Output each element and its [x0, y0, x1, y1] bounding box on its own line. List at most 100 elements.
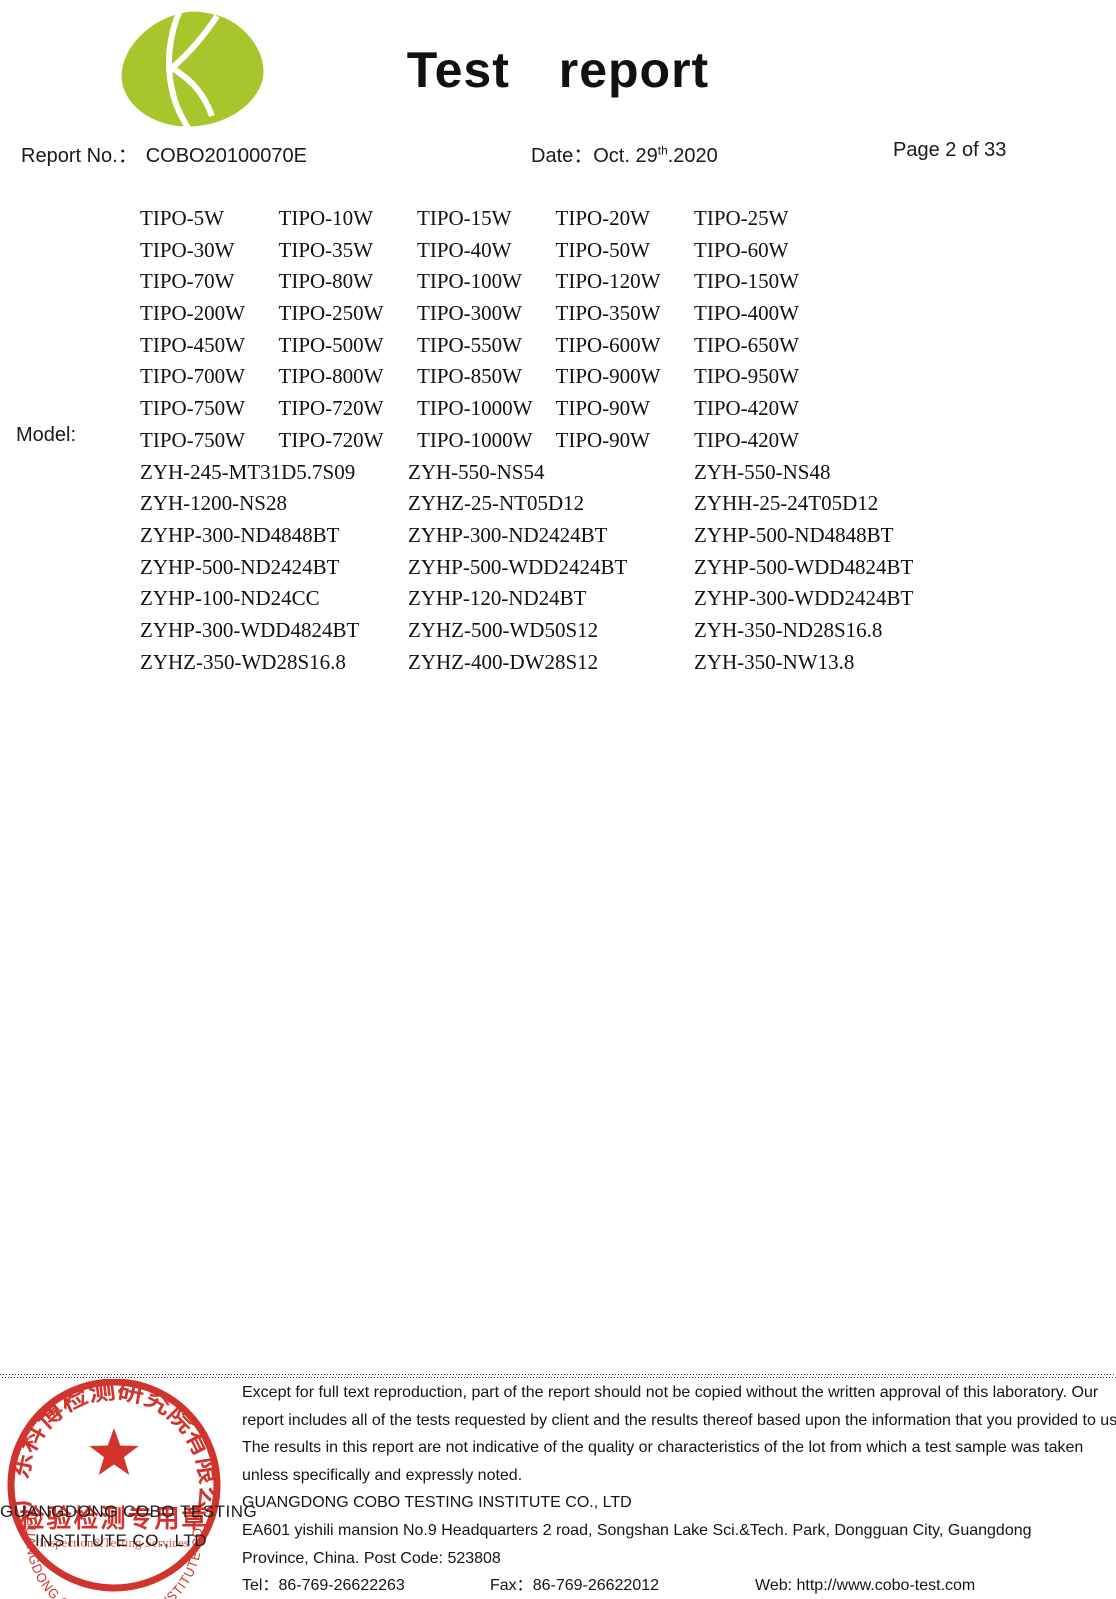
model-row: ZYHP-500-ND2424BT ZYHP-500-WDD2424BT ZYHP-… [140, 552, 913, 584]
seal-star-icon [89, 1428, 139, 1475]
disclaimer-line: report includes all of the tests request… [242, 1411, 1116, 1429]
model-cell: TIPO-40W [417, 237, 512, 262]
lab-name-overlay: GUANGDONG COBO TESTING INSTITUTE CO., LT… [0, 1497, 258, 1555]
telephone: Tel：86-769-26622263 [242, 1577, 405, 1595]
date-ordinal: th [657, 143, 668, 158]
model-cell: TIPO-90W [555, 396, 650, 421]
model-cell: TIPO-500W [278, 332, 384, 357]
model-cell: ZYH-350-NW13.8 [694, 649, 855, 674]
model-cell: TIPO-1000W [417, 396, 533, 421]
date-year: .2020 [667, 145, 718, 167]
footer-divider [0, 1374, 1116, 1378]
model-cell: TIPO-720W [278, 396, 384, 421]
model-cell: TIPO-900W [555, 364, 661, 389]
model-cell: TIPO-5W [140, 206, 224, 230]
model-cell: TIPO-420W [694, 396, 799, 421]
model-row: ZYH-245-MT31D5.7S09 ZYH-550-NS54 ZYH-550-N… [140, 457, 913, 489]
model-row: TIPO-70W TIPO-80W TIPO-100W TIPO-120W TIPO-1… [140, 266, 913, 298]
model-cell: TIPO-200W [140, 301, 245, 326]
model-list: TIPO-5W TIPO-10W TIPO-15W TIPO-20W TIPO-25W T… [140, 203, 913, 678]
model-cell: TIPO-50W [555, 237, 650, 262]
model-cell: TIPO-600W [555, 332, 661, 357]
report-date: Date：Oct. 29th.2020 [531, 139, 718, 168]
company-address-line1: EA601 yishili mansion No.9 Headquarters … [242, 1521, 1032, 1539]
model-cell: TIPO-800W [278, 364, 384, 389]
model-cell: TIPO-25W [694, 206, 789, 230]
model-cell: TIPO-350W [555, 301, 661, 326]
report-number-label: Report No.： [21, 145, 138, 167]
model-cell: TIPO-720W [278, 427, 384, 452]
model-cell: TIPO-80W [278, 269, 373, 294]
model-cell: ZYHP-100-ND24CC [140, 586, 320, 611]
model-cell: TIPO-400W [694, 301, 799, 326]
website: Web: http://www.cobo-test.com [755, 1577, 976, 1595]
model-cell: TIPO-60W [694, 237, 789, 262]
fax: Fax：86-769-26622012 [490, 1577, 660, 1595]
model-cell: TIPO-700W [140, 364, 245, 389]
model-cell: ZYHZ-500-WD50S12 [408, 617, 599, 642]
model-cell: TIPO-650W [694, 332, 799, 357]
model-cell: ZYHP-300-ND2424BT [408, 522, 608, 547]
company-seal-stamp: 广东科博检测研究院有限公司 检验检测专用章 Inspection&Testing… [2, 1379, 221, 1599]
model-cell: TIPO-750W [140, 427, 245, 452]
model-cell: TIPO-15W [417, 206, 512, 230]
page-indicator: Page 2 of 33 [893, 139, 1007, 161]
model-cell: TIPO-70W [140, 269, 235, 294]
model-row: ZYHP-300-ND4848BT ZYHP-300-ND2424BT ZYHP-5… [140, 520, 913, 552]
footer-text-block: Except for full text reproduction, part … [242, 1379, 1116, 1599]
model-cell: TIPO-550W [417, 332, 522, 357]
model-cell: ZYHP-300-ND4848BT [140, 522, 340, 547]
model-cell: TIPO-150W [694, 269, 799, 294]
model-cell: ZYHZ-25-NT05D12 [408, 491, 585, 516]
model-cell: TIPO-100W [417, 269, 522, 294]
company-address-line2: Province, China. Post Code: 523808 [242, 1549, 501, 1567]
model-cell: ZYHZ-400-DW28S12 [408, 649, 599, 674]
model-cell: ZYHP-500-ND4848BT [694, 522, 894, 547]
company-name: GUANGDONG COBO TESTING INSTITUTE CO., LT… [242, 1494, 632, 1512]
tipo-model-grid: TIPO-5W TIPO-10W TIPO-15W TIPO-20W TIPO-25W T… [140, 203, 913, 457]
model-cell: ZYHP-500-ND2424BT [140, 554, 340, 579]
model-cell: ZYHH-25-24T05D12 [694, 491, 879, 516]
date-label: Date： [531, 145, 594, 167]
model-cell: ZYHZ-350-WD28S16.8 [140, 649, 346, 674]
header-meta-row: Report No.： COBO20100070E Date：Oct. 29th.… [0, 139, 1116, 169]
model-row: TIPO-30W TIPO-35W TIPO-40W TIPO-50W TIPO-60W [140, 235, 913, 267]
model-field-label: Model: [16, 424, 77, 446]
model-row: TIPO-5W TIPO-10W TIPO-15W TIPO-20W TIPO-25W [140, 203, 913, 235]
model-cell: TIPO-750W [140, 396, 245, 421]
model-row: TIPO-750W TIPO-720W TIPO-1000W TIPO-90W TIPO… [140, 393, 913, 425]
date-day: Oct. 29 [593, 145, 658, 167]
model-cell: TIPO-450W [140, 332, 245, 357]
lab-name-line1: GUANGDONG COBO TESTING [0, 1502, 258, 1521]
model-cell: ZYH-245-MT31D5.7S09 [140, 459, 356, 484]
zyh-model-grid: ZYH-245-MT31D5.7S09 ZYH-550-NS54 ZYH-550-N… [140, 457, 913, 679]
disclaimer-line: Except for full text reproduction, part … [242, 1384, 1099, 1401]
model-cell: TIPO-35W [278, 237, 373, 262]
model-cell: TIPO-250W [278, 301, 384, 326]
model-cell: TIPO-850W [417, 364, 522, 389]
page-title: Test report [406, 42, 710, 98]
model-cell: TIPO-10W [278, 206, 373, 230]
seal-services-text: Inspection&Testing Services [39, 1535, 189, 1550]
seal-title-cn: 检验检测专用章 [19, 1504, 208, 1533]
model-cell: TIPO-950W [694, 364, 799, 389]
cobo-leaf-logo-icon [121, 10, 264, 128]
model-cell: ZYH-350-ND28S16.8 [694, 617, 883, 642]
model-row: ZYHZ-350-WD28S16.8 ZYHZ-400-DW28S12 ZYH-35… [140, 647, 913, 679]
model-row: ZYHP-300-WDD4824BT ZYHZ-500-WD50S12 ZYH-35… [140, 615, 913, 647]
seal-ring [7, 1379, 221, 1592]
model-cell: TIPO-20W [555, 206, 650, 230]
model-cell: ZYHP-300-WDD4824BT [140, 617, 360, 642]
report-number: Report No.： COBO20100070E [21, 139, 307, 168]
model-cell: TIPO-30W [140, 237, 235, 262]
model-row: TIPO-200W TIPO-250W TIPO-300W TIPO-350W TIPO… [140, 298, 913, 330]
model-cell: ZYHP-120-ND24BT [408, 586, 587, 611]
model-cell: TIPO-1000W [417, 427, 533, 452]
lab-name-line2: INSTITUTE CO., LTD [34, 1531, 208, 1550]
model-row: ZYHP-100-ND24CC ZYHP-120-ND24BT ZYHP-300-W… [140, 583, 913, 615]
model-row: TIPO-450W TIPO-500W TIPO-550W TIPO-600W TIPO… [140, 330, 913, 362]
model-row: TIPO-700W TIPO-800W TIPO-850W TIPO-900W TIPO… [140, 361, 913, 393]
model-cell: ZYHP-300-WDD2424BT [694, 586, 914, 611]
model-cell: ZYH-550-NS48 [694, 459, 831, 484]
contact-row: Tel：86-769-26622263 Fax：86-769-26622012 … [242, 1572, 1100, 1599]
